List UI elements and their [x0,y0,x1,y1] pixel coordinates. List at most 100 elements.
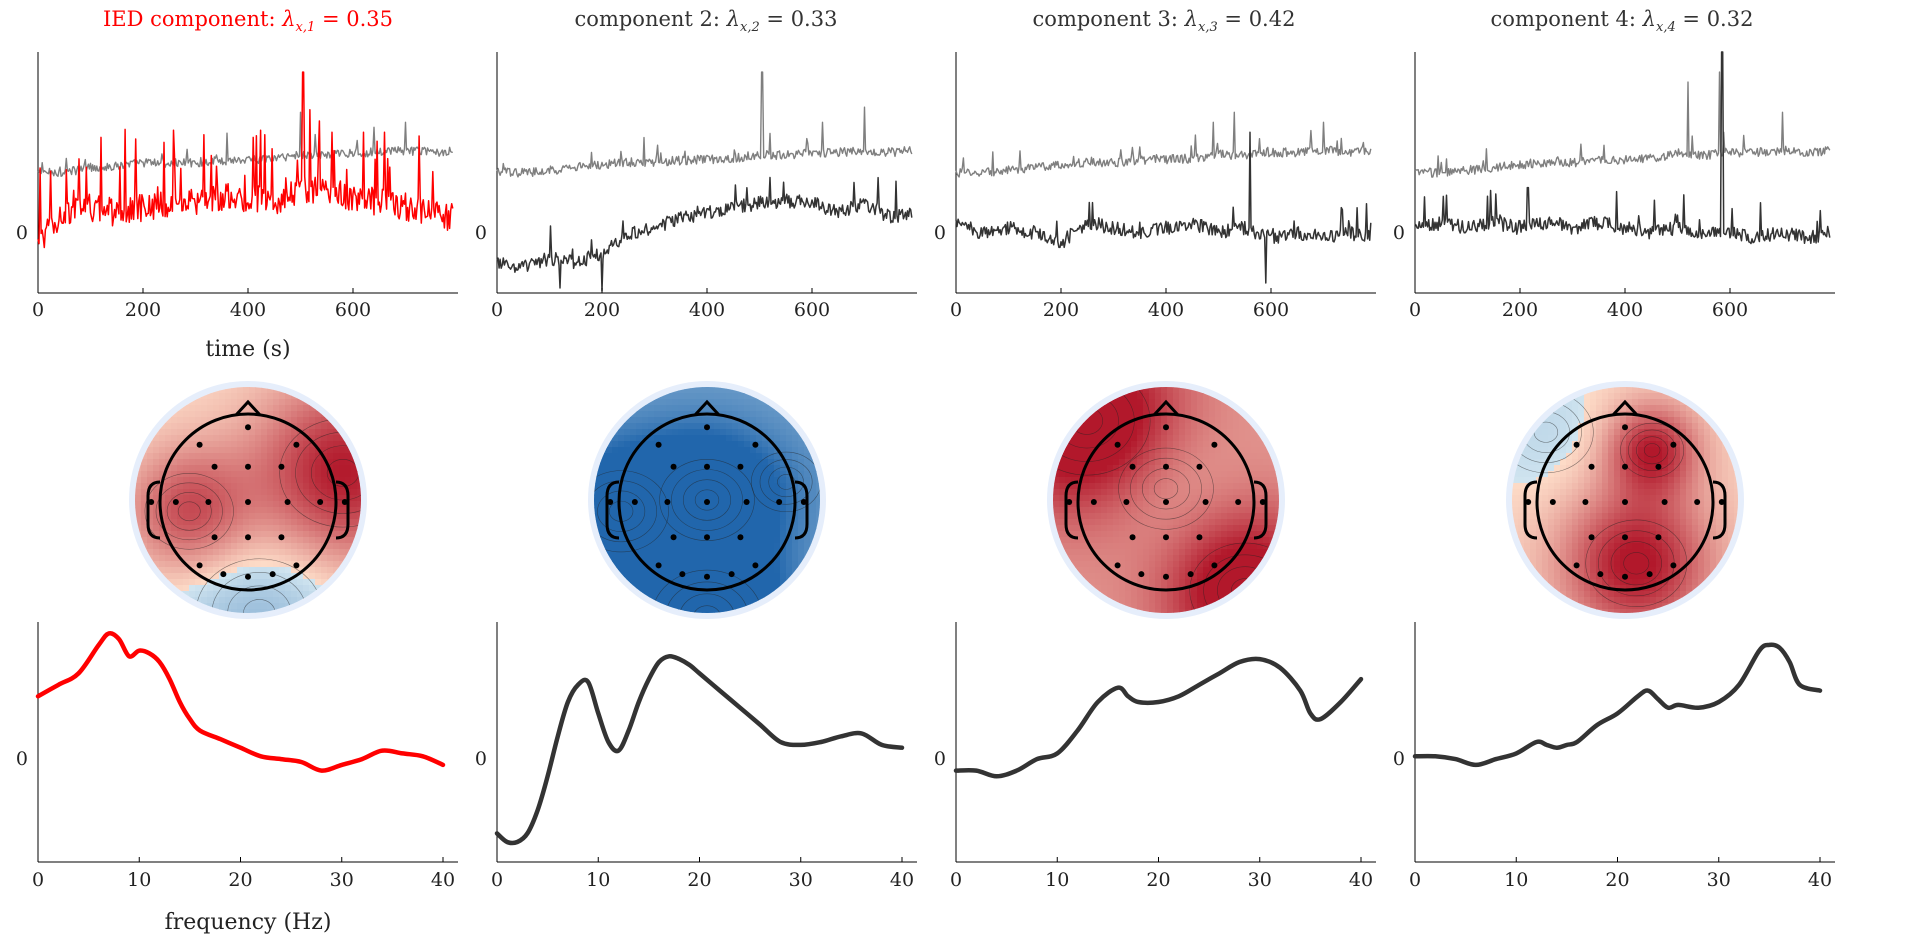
topomap-cell [1524,393,1531,400]
topomap-cell [594,567,601,574]
topomap-cell [1590,399,1597,406]
topomap-cell [1083,543,1090,550]
topomap-cell [696,429,703,436]
topomap-cell [1155,537,1162,544]
topomap-cell [660,579,667,586]
topomap-cell [1269,579,1276,586]
topomap-cell [1698,435,1705,442]
topomap-cell [1089,561,1096,568]
topomap-cell [1698,429,1705,436]
topomap-cell [678,513,685,520]
topomap-cell [243,489,250,496]
topomap-cell [666,423,673,430]
topomap-cell [720,573,727,580]
topomap-cell [624,435,631,442]
topomap-cell [630,531,637,538]
topomap-cell [1221,567,1228,574]
topomap-cell [297,477,304,484]
topomap-cell [1107,561,1114,568]
topomap-cell [642,513,649,520]
topomap-cell [1245,597,1252,604]
topomap-cell [726,567,733,574]
topomap-cell [1251,519,1258,526]
topomap-cell [606,573,613,580]
topomap-cell [702,393,709,400]
topomap-cell [159,441,166,448]
topomap-cell [642,501,649,508]
topomap-cell [1716,441,1723,448]
topomap-cell [1602,393,1609,400]
topomap-cell [1542,417,1549,424]
topomap-cell [1233,471,1240,478]
topomap-cell [1245,405,1252,412]
topomap-cell [1215,609,1222,613]
topomap-cell [786,567,793,574]
topomap-cell [744,549,751,556]
topomap-cell [624,417,631,424]
topomap-cell [1119,453,1126,460]
topomap-cell [1602,387,1609,394]
topomap-cell [714,555,721,562]
topomap-cell [672,555,679,562]
topomap-cell [1257,417,1264,424]
topomap-cell [249,495,256,502]
topomap-cell [708,549,715,556]
topomap-cell [630,399,637,406]
topomap-cell [177,393,184,400]
topomap-cell [786,435,793,442]
topomap-cell [1530,435,1537,442]
topomap-cell [309,579,316,586]
topomap-cell [606,405,613,412]
topomap-cell [1608,423,1615,430]
topomap-cell [1233,561,1240,568]
topomap-cell [774,519,781,526]
topomap-cell [1614,387,1621,394]
topomap-cell [327,555,334,562]
topomap-cell [219,471,226,478]
topomap-cell [1137,459,1144,466]
topomap-cell [243,543,250,550]
topomap-cell [714,597,721,604]
topomap-cell [273,555,280,562]
topomap-cell [1239,603,1246,610]
topomap-contour [177,501,201,522]
topomap-cell [774,429,781,436]
topomap-cell [1071,519,1078,526]
topomap-cell [309,447,316,454]
topomap-cell [243,525,250,532]
topomap-cell [219,579,226,586]
topomap-cell [624,531,631,538]
topomap-cell [1101,537,1108,544]
topomap-cell [702,555,709,562]
topomap-cell [291,405,298,412]
topomap-cell [1059,399,1066,406]
topomap-cell [672,429,679,436]
topomap-cell [1221,405,1228,412]
topomap-cell [774,603,781,610]
topomap-cell [804,603,811,610]
topomap-cell [1233,435,1240,442]
topomap-cell [672,489,679,496]
topomap-cell [1203,585,1210,592]
topomap-cell [1119,549,1126,556]
topomap-cell [1227,435,1234,442]
topomap-cell [1173,465,1180,472]
topomap-cell [1209,447,1216,454]
topomap-cell [1680,405,1687,412]
topomap-cell [660,525,667,532]
topomap-cell [333,435,340,442]
topomap-cell [1155,387,1162,394]
topomap-cell [261,441,268,448]
topomap-cell [285,579,292,586]
topomap-cell [714,477,721,484]
topomap-cell [1680,447,1687,454]
topomap-cell [279,435,286,442]
topomap-cell [636,429,643,436]
topomap-cell [1638,447,1645,454]
topomap-cell [261,399,268,406]
topomap-cell [141,573,148,580]
topomap-cell [648,411,655,418]
topomap-cell [1149,561,1156,568]
topomap-cell [696,495,703,502]
topomap-cell [321,423,328,430]
